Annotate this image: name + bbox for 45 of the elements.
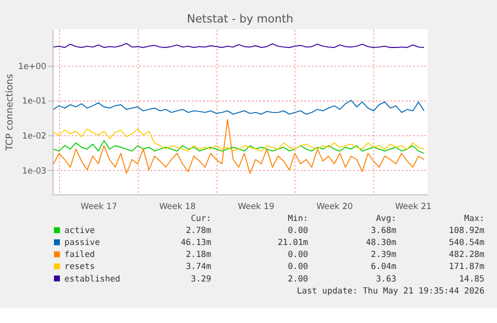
text: 2.39m <box>370 249 396 260</box>
x-tick-label: Week 17 <box>80 200 118 211</box>
text: Min: <box>288 212 308 223</box>
text: 2.00 <box>288 273 308 284</box>
legend-label: resets <box>64 261 95 272</box>
text: 0.00 <box>288 225 308 236</box>
text: 14.85 <box>459 273 484 284</box>
text: 2.18m <box>186 249 212 260</box>
x-tick-label: Week 20 <box>316 200 353 211</box>
text: 3.74m <box>186 261 212 272</box>
x-tick-label: Week 18 <box>159 200 196 211</box>
line-series <box>52 119 425 174</box>
line-series <box>52 140 425 154</box>
legend-label: failed <box>64 249 95 260</box>
text: Last update: Thu May 21 19:35:44 2026 <box>296 285 484 296</box>
chart-title: Netstat - by month <box>186 12 294 26</box>
y-axis-title: TCP connections <box>4 74 16 152</box>
text: 0.00 <box>288 249 308 260</box>
text: Cur: <box>190 212 212 223</box>
line-series <box>52 128 425 152</box>
text: 3.63 <box>376 273 396 284</box>
text: 3.68m <box>370 225 396 236</box>
text: 3.29 <box>190 273 212 284</box>
text: 108.92m <box>448 225 484 236</box>
text: Max: <box>464 212 484 223</box>
y-tick-label: 1e+00 <box>18 60 46 71</box>
line-series <box>52 100 425 115</box>
y-tick-label: 1e-02 <box>22 130 46 140</box>
text: 46.13m <box>180 237 212 248</box>
text: 6.04m <box>370 261 396 272</box>
text: 0.00 <box>288 261 308 272</box>
x-tick-label: Week 21 <box>395 200 432 211</box>
text: 171.87m <box>448 261 484 272</box>
legend-label: passive <box>64 237 100 248</box>
text: 48.30m <box>366 237 396 248</box>
legend-label: established <box>64 273 120 284</box>
text: 2.78m <box>186 225 212 236</box>
y-tick-label: 1e-01 <box>22 96 46 106</box>
text: 482.28m <box>448 249 484 260</box>
text: 540.54m <box>448 237 484 248</box>
text: Avg: <box>376 212 396 223</box>
x-tick-label: Week 19 <box>238 200 274 211</box>
text: 21.01m <box>278 237 308 248</box>
y-tick-label: 1e-03 <box>22 165 46 176</box>
legend-label: active <box>64 225 95 236</box>
